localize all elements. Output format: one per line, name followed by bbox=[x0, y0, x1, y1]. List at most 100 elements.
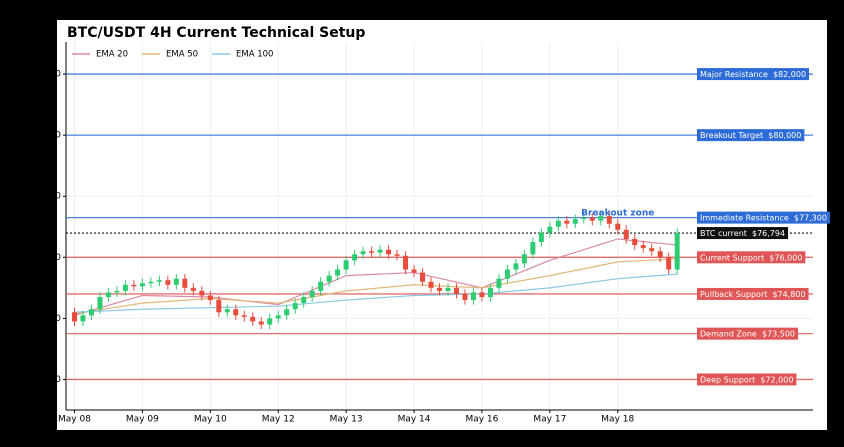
level-label: Deep Support $72,000 bbox=[700, 375, 793, 384]
candle-body bbox=[513, 263, 519, 270]
candle-body bbox=[479, 292, 485, 298]
ema-line bbox=[74, 238, 678, 316]
candle-body bbox=[182, 278, 188, 288]
legend-label: EMA 50 bbox=[166, 50, 198, 60]
candle-body bbox=[326, 275, 332, 282]
level-label: Pullback Support $74,800 bbox=[700, 290, 806, 299]
candle-body bbox=[615, 223, 621, 230]
candle-body bbox=[504, 269, 510, 279]
x-tick-label: May 14 bbox=[398, 415, 431, 425]
candle-body bbox=[360, 251, 366, 255]
candle-body bbox=[394, 254, 400, 256]
candle-body bbox=[88, 309, 94, 316]
candle-body bbox=[148, 281, 154, 284]
candle-body bbox=[292, 303, 298, 310]
candle-body bbox=[377, 249, 383, 253]
level-tag-box bbox=[697, 287, 809, 300]
candle-body bbox=[343, 260, 349, 270]
candle-body bbox=[207, 295, 213, 301]
level-tag-box bbox=[697, 227, 789, 240]
level-tag-box bbox=[697, 327, 799, 340]
candle-body bbox=[657, 251, 663, 258]
level-tag: Immediate Resistance $77,300 bbox=[697, 211, 830, 224]
level-tag: BTC current $76,794 bbox=[697, 227, 789, 240]
level-tag: Current Support $76,000 bbox=[697, 251, 806, 264]
candle-body bbox=[428, 281, 434, 288]
chart-title: BTC/USDT 4H Current Technical Setup bbox=[67, 25, 365, 41]
y-tick-label: 74000 bbox=[32, 314, 61, 324]
y-tick-label: 76000 bbox=[32, 253, 61, 263]
candle-body bbox=[156, 280, 162, 282]
candle-body bbox=[640, 245, 646, 249]
ema-line bbox=[74, 258, 678, 315]
candle-body bbox=[199, 290, 205, 296]
candle-body bbox=[547, 226, 553, 233]
candle-body bbox=[318, 281, 324, 291]
x-tick-label: May 13 bbox=[330, 415, 363, 425]
level-label: Breakout Target $80,000 bbox=[700, 131, 801, 140]
candle-body bbox=[623, 229, 629, 239]
x-tick-label: May 10 bbox=[194, 415, 227, 425]
level-label: Immediate Resistance $77,300 bbox=[700, 214, 827, 223]
candle-body bbox=[530, 242, 536, 255]
level-tag-box bbox=[697, 211, 830, 224]
candle-body bbox=[589, 217, 595, 221]
candle-body bbox=[598, 216, 604, 221]
candle-body bbox=[114, 290, 120, 293]
level-tag: Pullback Support $74,800 bbox=[697, 287, 809, 300]
x-tick-label: May 12 bbox=[262, 415, 295, 425]
candle-body bbox=[487, 287, 493, 298]
y-tick-label: 82000 bbox=[32, 70, 61, 80]
candle-body bbox=[335, 269, 341, 276]
candle-body bbox=[462, 293, 468, 301]
candle-body bbox=[309, 290, 315, 298]
ema-line bbox=[74, 273, 678, 313]
candle-body bbox=[632, 238, 638, 246]
candle-body bbox=[521, 254, 527, 264]
level-tag-box bbox=[697, 251, 806, 264]
candle-body bbox=[445, 287, 451, 291]
candle-body bbox=[420, 272, 426, 282]
candle-body bbox=[173, 278, 179, 285]
candle-body bbox=[666, 257, 672, 270]
candle-body bbox=[97, 297, 103, 310]
candle-body bbox=[437, 287, 442, 291]
candle-body bbox=[386, 249, 392, 255]
candle-body bbox=[301, 297, 307, 304]
candle-body bbox=[224, 309, 230, 313]
candle-body bbox=[250, 316, 256, 322]
level-tag: Demand Zone $73,500 bbox=[697, 327, 799, 340]
candle-body bbox=[139, 283, 145, 287]
level-tag-box bbox=[697, 129, 805, 142]
candle-body bbox=[233, 309, 239, 316]
candle-body bbox=[284, 309, 290, 316]
candle-body bbox=[572, 219, 578, 224]
level-label: Current Support $76,000 bbox=[700, 253, 802, 262]
candle-body bbox=[165, 280, 171, 285]
x-tick-label: May 16 bbox=[465, 415, 498, 425]
panel bbox=[57, 20, 827, 430]
y-tick-label: 72000 bbox=[32, 375, 61, 385]
candle-body bbox=[470, 292, 476, 301]
candle-body bbox=[369, 251, 375, 253]
candle-body bbox=[564, 220, 570, 224]
candle-body bbox=[538, 232, 544, 243]
level-label: BTC current $76,794 bbox=[700, 229, 785, 238]
candle-body bbox=[80, 315, 86, 322]
x-tick-label: May 09 bbox=[126, 415, 159, 425]
candle-body bbox=[674, 233, 680, 270]
candle-body bbox=[105, 292, 111, 298]
candle-body bbox=[190, 287, 196, 291]
level-label: Demand Zone $73,500 bbox=[700, 330, 795, 339]
level-tag: Deep Support $72,000 bbox=[697, 373, 797, 386]
legend-label: EMA 100 bbox=[236, 50, 273, 60]
candle-body bbox=[216, 300, 222, 313]
candle-body bbox=[267, 318, 273, 325]
candle-body bbox=[403, 255, 409, 270]
x-tick-label: May 08 bbox=[58, 415, 91, 425]
candle-body bbox=[496, 278, 502, 288]
candle-body bbox=[258, 321, 264, 325]
candle-body bbox=[352, 254, 358, 261]
candle-body bbox=[122, 284, 128, 291]
